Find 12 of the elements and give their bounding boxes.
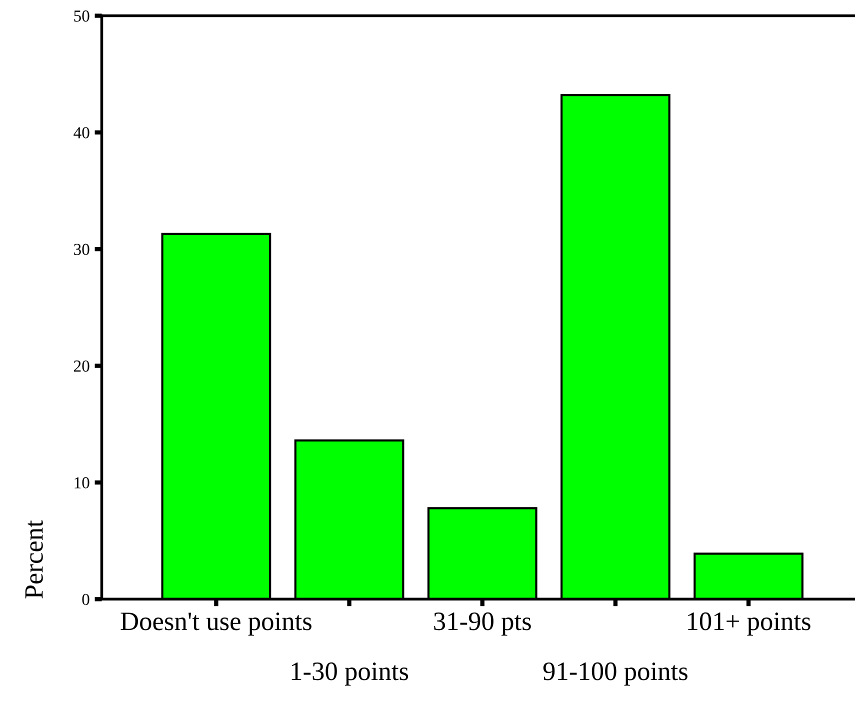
y-tick-label: 30 xyxy=(74,244,90,256)
x-tick-label: 91-100 points xyxy=(543,662,688,686)
y-tick-label: 40 xyxy=(74,127,90,138)
y-axis-title: Percent xyxy=(25,520,43,598)
x-tick-label: 101+ points xyxy=(688,612,810,636)
y-tick-label: 0 xyxy=(82,594,90,606)
y-tick-label: 10 xyxy=(74,477,90,488)
x-tick-label: 1-30 points xyxy=(292,662,408,686)
x-tick-label: 31-90 pts xyxy=(434,612,531,636)
y-tick-label: 50 xyxy=(74,10,90,22)
y-tick-label: 20 xyxy=(74,360,90,372)
x-tick-label: Doesn't use points xyxy=(120,612,312,636)
